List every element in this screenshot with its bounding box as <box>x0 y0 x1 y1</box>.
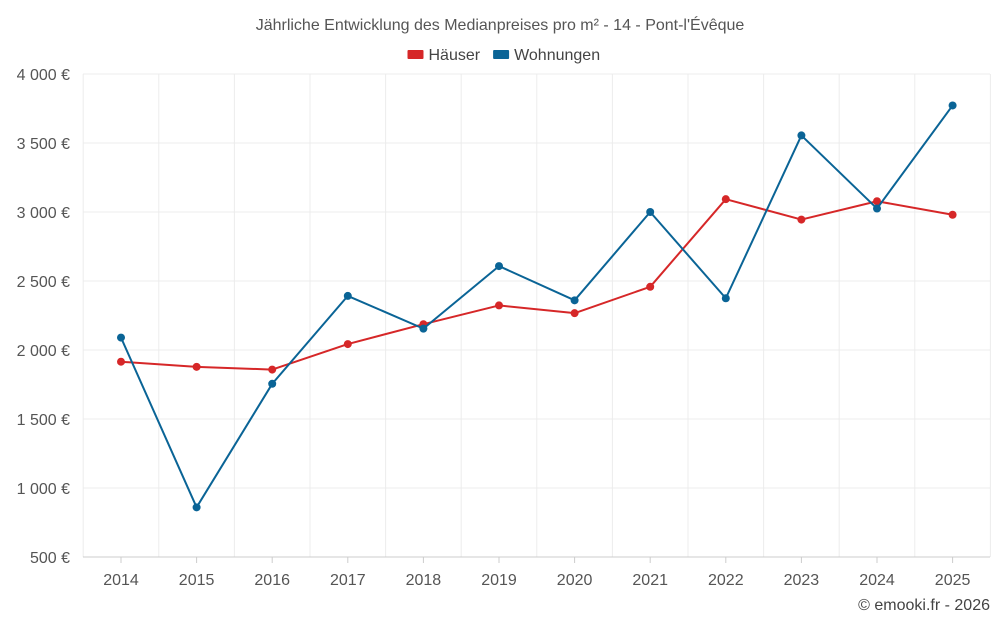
x-tick-label: 2021 <box>632 572 668 589</box>
data-point-wohnungen <box>646 208 655 216</box>
x-tick-label: 2025 <box>935 572 971 589</box>
data-point-h-user <box>646 282 655 291</box>
data-point-wohnungen <box>948 101 957 110</box>
data-point-wohnungen <box>117 333 125 342</box>
y-tick-label: 3 000 € <box>17 205 70 222</box>
data-point-h-user <box>948 210 957 219</box>
x-tick-label: 2017 <box>330 572 366 589</box>
x-tick-label: 2014 <box>103 572 139 589</box>
data-point-h-user <box>343 340 352 349</box>
credit-text: © emooki.fr - 2026 <box>858 597 990 614</box>
data-point-wohnungen <box>873 204 881 213</box>
y-tick-label: 4 000 € <box>17 67 70 84</box>
legend-label-wohnungen: Wohnungen <box>514 47 600 64</box>
y-tick-label: 2 000 € <box>17 343 70 360</box>
legend-swatch-h-user <box>407 50 424 59</box>
series-line-wohnungen <box>120 104 954 509</box>
x-tick-label: 2015 <box>179 572 215 589</box>
data-point-h-user <box>495 301 503 310</box>
x-tick-label: 2024 <box>859 572 895 589</box>
data-point-h-user <box>721 195 730 204</box>
data-point-wohnungen <box>192 503 201 512</box>
x-tick-label: 2022 <box>708 572 744 589</box>
axes: 500 € 1 000 € 1 500 € 2 000 € 2 500 € 3 000 €… <box>17 67 990 589</box>
legend: Häuser Wohnungen <box>407 47 600 64</box>
data-point-h-user <box>268 365 277 374</box>
data-point-h-user <box>797 215 806 224</box>
series-group <box>117 101 957 512</box>
y-tick-label: 3 500 € <box>17 136 70 153</box>
series-line-h-user <box>120 198 953 371</box>
data-point-wohnungen <box>721 294 730 303</box>
grid <box>82 73 991 558</box>
y-tick-label: 1 000 € <box>17 481 70 498</box>
y-tick-label: 500 € <box>30 550 70 567</box>
data-point-wohnungen <box>419 324 428 333</box>
data-point-wohnungen <box>570 296 579 305</box>
data-point-wohnungen <box>343 291 352 300</box>
y-tick-label: 2 500 € <box>17 274 70 291</box>
x-tick-label: 2020 <box>557 572 593 589</box>
x-tick-label: 2016 <box>254 572 290 589</box>
x-tick-label: 2018 <box>406 572 442 589</box>
data-point-wohnungen <box>268 379 277 388</box>
data-point-h-user <box>117 357 125 366</box>
chart-title: Jährliche Entwicklung des Medianpreises … <box>256 15 745 34</box>
x-tick-label: 2019 <box>481 572 517 589</box>
data-point-h-user <box>570 309 579 318</box>
x-tick-label: 2023 <box>784 572 820 589</box>
legend-swatch-wohnungen <box>493 50 510 59</box>
data-point-wohnungen <box>495 262 503 271</box>
y-tick-label: 1 500 € <box>17 412 70 429</box>
legend-label-h-user: Häuser <box>429 47 481 64</box>
data-point-h-user <box>192 362 201 371</box>
data-point-wohnungen <box>797 131 806 140</box>
data-point-h-user <box>873 197 881 206</box>
